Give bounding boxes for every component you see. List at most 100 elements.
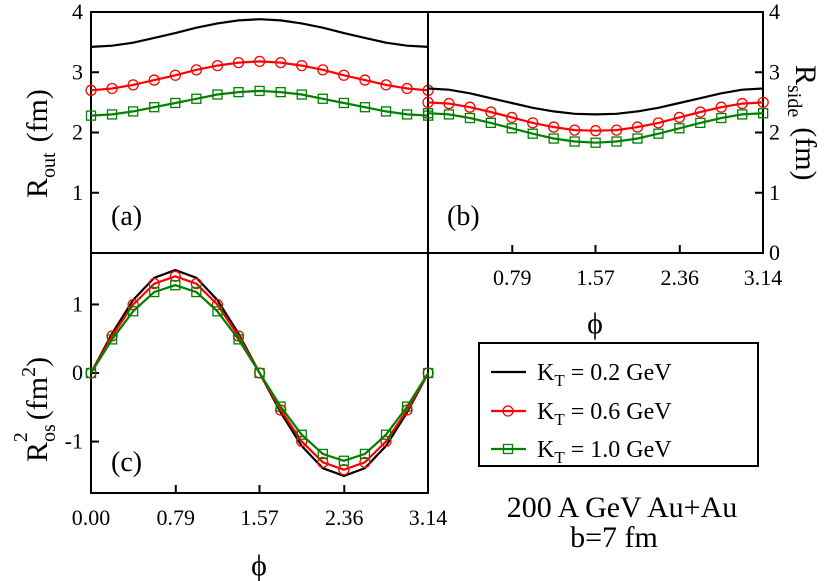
panel-b-series-kt-0-6-point xyxy=(422,96,434,109)
legend-kt-1-0-label-rest: = 1.0 GeV xyxy=(565,437,673,463)
panel-a-series-kt-1-0-point xyxy=(149,102,160,113)
panel-b-xtick-label: 2.36 xyxy=(661,265,700,290)
legend-box xyxy=(478,342,759,467)
panel-a-series-kt-0-6-point xyxy=(338,69,350,81)
panel-a-ytick-label: 2 xyxy=(72,120,83,145)
panel-a: 1 2 3 4 (a) Rout (fm) xyxy=(21,0,434,254)
panel-c-ylabel-unit-sup: 2 xyxy=(18,367,40,377)
panel-b-series-kt-0-6-point xyxy=(443,97,455,110)
panel-b-series-kt-0-6-point xyxy=(757,96,769,109)
panel-b-series-kt-1-0-point xyxy=(632,133,643,144)
panel-b-series-kt-0-6-point xyxy=(548,121,560,133)
panel-b-series-kt-0-6-point xyxy=(673,111,686,124)
panel-b-series-kt-1-0-line xyxy=(427,112,764,144)
panel-b-ytick-label: 4 xyxy=(769,0,780,24)
panel-a-series-kt-1-0-point xyxy=(296,89,307,100)
panel-a-series-kt-0-6-point xyxy=(359,74,371,86)
annotation-line2: b=7 fm xyxy=(570,521,658,554)
legend-kt-0-6-label-rest: = 0.6 GeV xyxy=(565,399,673,425)
panel-b-series-kt-1-0-point xyxy=(548,133,559,144)
panel-a-series-kt-1-0-point xyxy=(254,85,265,97)
panel-c-xtick-label: 0.00 xyxy=(72,505,111,530)
panel-a-ylabel-unit: (fm) xyxy=(21,89,54,142)
panel-b-series-kt-0-6-point xyxy=(652,117,665,129)
panel-c-series-kt-1-0-point xyxy=(170,280,181,291)
panel-b-series-kt-1-0-point xyxy=(464,112,476,124)
panel-b-series-kt-0-6-point xyxy=(527,117,539,129)
panel-b-ylabel-main: R xyxy=(789,65,822,85)
legend-kt-0-2-label-rest: = 0.2 GeV xyxy=(565,360,673,386)
panel-c-ylabel-unit: (fm xyxy=(21,377,54,420)
panel-c-ytick-label: -1 xyxy=(65,429,83,454)
panel-b-series-kt-0-6-point xyxy=(589,125,602,137)
panel-b-series-kt-1-0-point xyxy=(527,128,538,139)
panel-b-series-kt-0-6-line xyxy=(427,101,764,132)
panel-a-series-kt-1-0-point xyxy=(85,110,97,121)
panel-a-ytick-label: 3 xyxy=(72,59,83,84)
panel-a-series-kt-0-6-line xyxy=(90,60,429,92)
panel-a-series-kt-1-0-point xyxy=(338,97,350,109)
panel-a-series-kt-1-0-point xyxy=(380,106,392,117)
panel-b-ylabel-unit: (fm) xyxy=(789,127,822,180)
panel-a-series-kt-1-0-point xyxy=(275,86,286,98)
legend-kt-0-6-label-sub: T xyxy=(554,410,565,429)
panel-c-series-kt-1-0-point xyxy=(296,429,307,440)
panel-c-series-kt-0-6-point xyxy=(317,456,329,468)
panel-a-series-kt-1-0-point xyxy=(127,106,139,117)
panel-b-ytick-label: 2 xyxy=(769,120,780,145)
panel-a-series-kt-0-6-point xyxy=(211,59,224,72)
panel-c-series-kt-1-0-point xyxy=(127,306,139,317)
panel-b-ylabel: Rside (fm) xyxy=(783,65,822,181)
legend-kt-1-0-label: KT = 1.0 GeV xyxy=(537,437,672,467)
panel-a-series-kt-0-6-point xyxy=(169,69,181,81)
panel-c-series-kt-1-0-point xyxy=(254,367,265,379)
panel-b-series-kt-1-0-point xyxy=(737,109,748,120)
panel-c-xtick-label: 2.36 xyxy=(325,505,364,530)
panel-a-series-kt-1-0-point xyxy=(170,97,181,109)
panel-a-series-kt-1-0-line xyxy=(90,89,429,117)
panel-b-series-kt-1-0-point xyxy=(653,128,664,139)
panel-c-ylabel-main: R xyxy=(21,442,54,462)
legend-kt-0-2-label-main: K xyxy=(537,360,555,386)
panel-c-ylabel-sub: os xyxy=(38,424,60,442)
panel-a-series-kt-1-0-point xyxy=(317,93,328,104)
panel-c-series xyxy=(85,268,434,478)
annotation-line1: 200 A GeV Au+Au xyxy=(507,491,738,524)
panel-c-series-kt-0-6-point xyxy=(169,270,181,282)
panel-a-series-kt-1-0-point xyxy=(401,109,413,120)
panel-c-series-kt-0-6-point xyxy=(127,298,139,311)
panel-b-series-kt-1-0-point xyxy=(758,108,769,119)
panel-c-series-kt-1-0-point xyxy=(275,401,286,412)
panel-a-series-kt-0-6-point xyxy=(253,55,266,68)
panel-a-series-kt-1-0-point xyxy=(212,89,223,100)
panel-a-series-kt-0-6-point xyxy=(85,84,97,96)
panel-b-series-kt-0-6-point xyxy=(464,101,476,113)
legend-kt-0-2-label-sub: T xyxy=(554,371,565,390)
panel-b-series-kt-1-0-point xyxy=(485,117,496,129)
panel-c-xtick-label: 1.57 xyxy=(240,505,279,530)
panel-c-series-kt-1-0-point xyxy=(233,334,244,345)
panel-a-series-kt-0-6-point xyxy=(380,79,392,91)
panel-b-series-kt-0-6-point xyxy=(506,111,518,124)
legend-kt-1-0-label-sub: T xyxy=(554,448,565,467)
panel-b-series-kt-1-0-point xyxy=(443,109,455,120)
panel-b-series-kt-1-0-point xyxy=(674,123,685,134)
panel-c-series-kt-0-6-point xyxy=(296,435,308,448)
panel-c-xtick-label: 3.14 xyxy=(409,505,448,530)
panel-b-series-kt-0-6-point xyxy=(694,106,706,118)
panel-c-series-kt-0-6-point xyxy=(359,456,371,468)
panel-c-xlabel: ϕ xyxy=(251,549,267,581)
panel-c-series-kt-1-0-point xyxy=(380,429,392,440)
panel-b-series-kt-1-0-point xyxy=(716,112,727,124)
panel-a-series-kt-0-2-line xyxy=(90,18,429,48)
panel-c-series-kt-1-0-point xyxy=(317,448,328,460)
panel-a-series xyxy=(85,18,434,121)
panel-c-series-kt-1-0-point xyxy=(212,306,223,317)
panel-a-series-kt-0-6-point xyxy=(275,56,287,69)
panel-b-series-kt-0-6-point xyxy=(568,124,581,136)
panel-c-ylabel-unit-close: ) xyxy=(21,357,54,367)
panel-b-ytick-label: 0 xyxy=(769,240,780,265)
